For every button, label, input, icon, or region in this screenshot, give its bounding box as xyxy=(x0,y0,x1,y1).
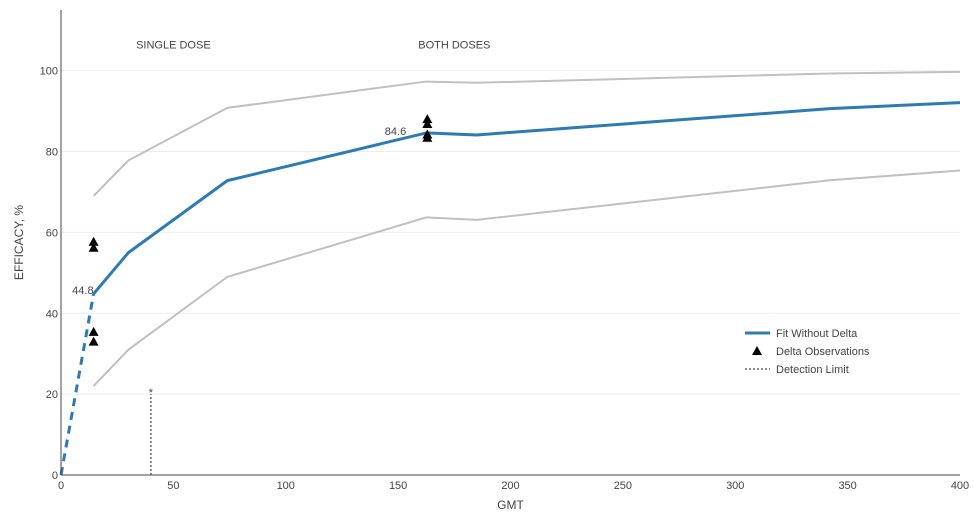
x-tick-label: 250 xyxy=(614,480,632,492)
legend-label: Fit Without Delta xyxy=(776,328,858,340)
x-tick-label: 400 xyxy=(951,480,969,492)
annotation-label: * xyxy=(149,387,154,399)
legend-item[interactable]: Fit Without Delta xyxy=(745,328,858,340)
legend-item[interactable]: Delta Observations xyxy=(752,346,870,358)
delta-observation-marker xyxy=(422,114,433,124)
annotation-label: 44.8 xyxy=(72,285,93,297)
legend[interactable]: Fit Without Delta Delta Observations Detec… xyxy=(745,328,870,376)
x-tick-label: 350 xyxy=(838,480,856,492)
confidence-bounds xyxy=(92,70,961,387)
x-tick-label: 0 xyxy=(58,480,64,492)
annotation-label: 84.6 xyxy=(385,126,406,138)
confidence-bound-line xyxy=(92,70,961,197)
y-axis-title: EFFICACY, % xyxy=(12,205,26,280)
x-tick-label: 300 xyxy=(726,480,744,492)
delta-observation-marker xyxy=(422,132,433,142)
annotation-label: BOTH DOSES xyxy=(418,39,490,51)
y-tick-label: 100 xyxy=(40,66,58,78)
x-tick-label: 200 xyxy=(501,480,519,492)
legend-swatch-marker xyxy=(752,346,762,355)
y-tick-label: 80 xyxy=(46,147,58,159)
x-tick-label: 50 xyxy=(167,480,179,492)
confidence-bound-line xyxy=(92,169,961,387)
legend-item[interactable]: Detection Limit xyxy=(745,364,849,376)
delta-observation-marker xyxy=(422,119,433,129)
delta-markers xyxy=(88,114,433,346)
grid xyxy=(61,70,960,395)
delta-observation-marker xyxy=(88,326,99,336)
fit-dashed-extension xyxy=(59,293,96,476)
legend-label: Delta Observations xyxy=(776,346,870,358)
fit-line xyxy=(92,101,961,295)
y-tick-label: 40 xyxy=(46,308,58,320)
delta-observation-marker xyxy=(88,236,99,246)
annotations: SINGLE DOSE BOTH DOSES 44.8 84.6 * xyxy=(72,39,490,399)
y-tick-label: 60 xyxy=(46,227,58,239)
x-tick-label: 100 xyxy=(277,480,295,492)
y-tick-label: 20 xyxy=(46,389,58,401)
x-tick-label: 150 xyxy=(389,480,407,492)
annotation-label: SINGLE DOSE xyxy=(136,39,211,51)
delta-observation-marker xyxy=(88,336,99,346)
x-axis-title: GMT xyxy=(497,498,524,512)
delta-observation-marker xyxy=(88,242,99,252)
axes: 0 20 40 60 80 100 0 50 100 150 200 250 300 350 400 GMT E… xyxy=(12,10,969,512)
fit-lines xyxy=(59,101,961,476)
y-tick-label: 0 xyxy=(52,470,58,482)
legend-label: Detection Limit xyxy=(776,364,849,376)
